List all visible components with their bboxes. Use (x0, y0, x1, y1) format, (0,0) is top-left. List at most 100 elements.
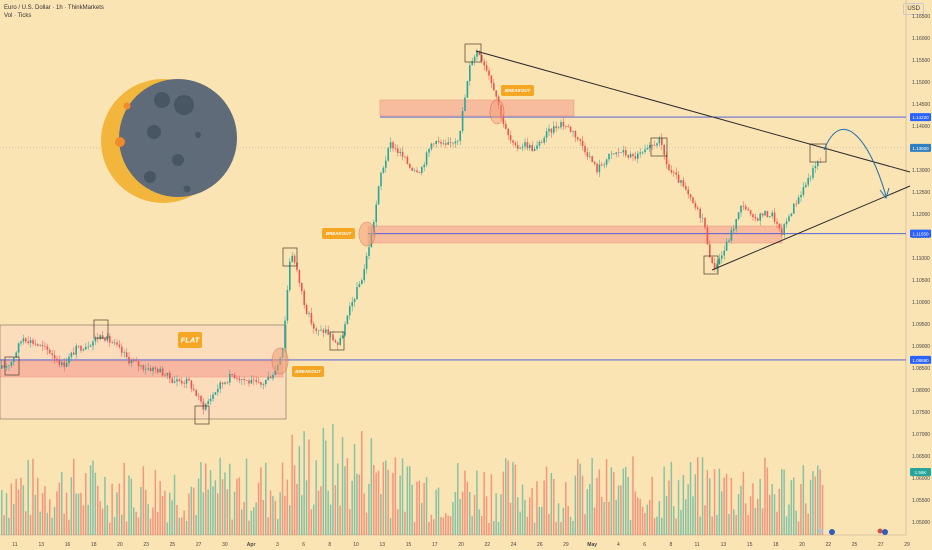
candle-body (205, 404, 207, 410)
candle-body (382, 167, 385, 173)
candle-body (740, 205, 742, 213)
volume-bar (193, 487, 195, 535)
volume-bar (665, 495, 668, 535)
volume-bar (447, 515, 449, 535)
volume-bar (152, 507, 154, 535)
volume-bar (404, 511, 406, 535)
candle-body (116, 342, 118, 345)
candle-body (325, 329, 327, 333)
candle-body (265, 379, 267, 385)
candle-body (685, 186, 687, 190)
volume-bar (608, 501, 610, 535)
candle-body (315, 328, 317, 331)
volume-bar (20, 477, 22, 535)
price-tick-label: 1.16000 (912, 36, 930, 42)
volume-bar (694, 474, 697, 535)
candle-body (457, 140, 459, 142)
volume-bar (305, 480, 308, 535)
candle-body (533, 148, 536, 151)
candle-body (521, 146, 524, 148)
volume-bar (385, 460, 387, 535)
volume-bar (82, 505, 85, 535)
volume-bar (577, 459, 579, 535)
candle-body (142, 365, 145, 370)
time-tick-label: 15 (406, 542, 412, 548)
volume-bar (118, 483, 121, 535)
volume-bar (586, 489, 589, 535)
volume-bar (337, 463, 339, 535)
volume-bar (617, 485, 620, 535)
time-tick-label: 29 (904, 542, 910, 548)
breakout-circle (271, 347, 289, 375)
volume-bar (605, 459, 608, 535)
volume-bar (49, 499, 51, 535)
candle-body (289, 261, 291, 290)
volume-bar (411, 484, 413, 535)
swing-marker-box (464, 43, 482, 63)
volume-bar (253, 507, 255, 535)
volume-bar (670, 461, 673, 535)
candle-body (284, 320, 286, 349)
volume-bar (200, 462, 202, 535)
candle-body (649, 145, 651, 149)
volume-bar (464, 470, 466, 535)
volume-bar (661, 517, 663, 535)
time-tick-label: 30 (222, 542, 228, 548)
volume-bar (625, 466, 627, 535)
volume-bar (269, 490, 272, 535)
volume-bar (377, 470, 380, 535)
candle-body (241, 379, 243, 380)
candle-body (137, 361, 140, 367)
candle-body (255, 380, 257, 382)
moon-crater (154, 92, 170, 108)
volume-bar (322, 427, 325, 535)
candle-body (65, 362, 68, 367)
candle-body (526, 142, 529, 149)
swing-marker-box (93, 319, 109, 339)
volume-bar (637, 497, 639, 535)
candle-body (670, 170, 673, 173)
volume-bar (207, 489, 209, 535)
candle-body (634, 156, 637, 159)
time-tick-label: 27 (196, 542, 202, 548)
currency-badge[interactable]: USD (903, 3, 924, 15)
time-tick-label: 26 (537, 542, 543, 548)
volume-bar (737, 494, 740, 535)
volume-bar (80, 492, 82, 535)
time-tick-label: 13 (380, 542, 386, 548)
candle-body (178, 379, 181, 381)
volume-bar (495, 493, 497, 535)
volume-bar (226, 489, 229, 535)
volume-bar (298, 446, 301, 535)
volume-bar (399, 475, 401, 535)
volume-bar (524, 499, 526, 535)
volume-bar (250, 510, 253, 535)
candle-body (589, 156, 591, 157)
time-tick-label: 25 (170, 542, 176, 548)
volume-bar (104, 476, 106, 535)
volume-bar (188, 493, 190, 535)
candle-body (154, 367, 157, 370)
candle-body (802, 187, 805, 195)
us-flag-icon (877, 528, 883, 534)
time-tick-label: 22 (484, 542, 490, 548)
candle-body (209, 398, 212, 402)
volume-bar (745, 503, 747, 535)
candle-body (377, 186, 380, 205)
volume-bar (61, 472, 63, 535)
volume-bar (728, 514, 730, 535)
volume-bar (488, 522, 490, 535)
candle-body (445, 143, 447, 145)
volume-bar (349, 509, 351, 535)
volume-bar (147, 504, 149, 535)
candle-body (231, 373, 233, 376)
candle-body (541, 141, 543, 143)
breakout-label-bg (501, 85, 534, 96)
candle-body (565, 126, 567, 127)
swing-marker-box (703, 255, 719, 275)
candle-body (471, 61, 473, 66)
volume-bar (553, 479, 555, 535)
candle-body (519, 147, 521, 149)
volume-bar (778, 488, 781, 535)
